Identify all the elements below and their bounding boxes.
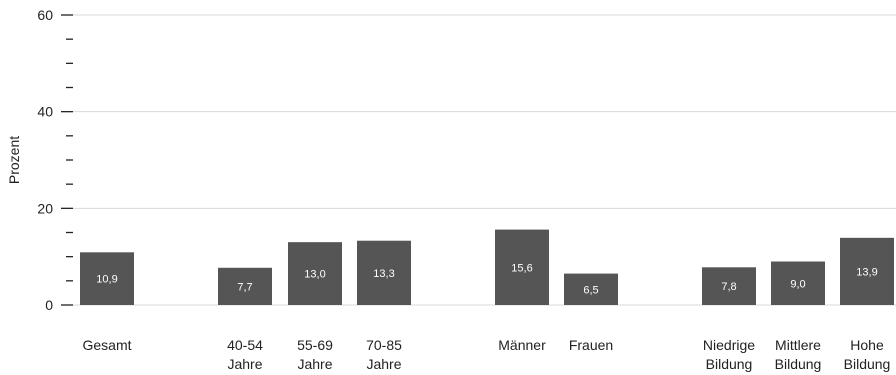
x-category-label: Frauen (569, 337, 613, 353)
gridlines (73, 14, 896, 306)
bar-value-label: 15,6 (511, 262, 532, 274)
y-tick-label: 40 (37, 104, 53, 120)
x-category-label: Gesamt (82, 337, 131, 353)
x-category-label: Jahre (366, 356, 401, 372)
bar-value-label: 9,0 (790, 278, 805, 290)
bar (357, 240, 411, 305)
y-tick-label: 60 (37, 7, 53, 23)
bar (288, 242, 342, 305)
x-category-label: Mittlere (775, 337, 821, 353)
x-category-label: 40-54 (227, 337, 263, 353)
x-category-label: 70-85 (366, 337, 402, 353)
x-category-label: Hohe (850, 337, 884, 353)
x-category-label: Bildung (844, 356, 891, 372)
bar-value-label: 13,0 (304, 269, 325, 281)
bar-value-label: 10,9 (96, 274, 117, 286)
x-category-label: Bildung (775, 356, 822, 372)
bar-value-label: 13,3 (373, 268, 394, 280)
bar-value-label: 6,5 (583, 284, 598, 296)
x-category-label: 55-69 (297, 337, 333, 353)
bar (702, 267, 756, 305)
bar (218, 267, 272, 305)
bars: 10,9 7,7 13,0 13,3 15,6 6,5 7,8 9,0 13,9 (80, 229, 894, 305)
bar (564, 273, 618, 305)
y-axis: 0 20 40 60 (37, 7, 73, 313)
x-category-label: Jahre (297, 356, 332, 372)
bar (840, 237, 894, 305)
bar-value-label: 13,9 (856, 266, 877, 278)
x-category-label: Männer (498, 337, 546, 353)
x-axis-labels: Gesamt 40-54 Jahre 55-69 Jahre 70-85 Jahre Männ… (82, 337, 890, 372)
x-category-label: Bildung (706, 356, 753, 372)
x-category-label: Niedrige (703, 337, 755, 353)
bar (495, 229, 549, 305)
y-tick-label: 0 (45, 297, 53, 313)
bar-value-label: 7,7 (237, 281, 252, 293)
y-axis-title: Prozent (6, 136, 22, 184)
bar (771, 261, 825, 305)
bar-value-label: 7,8 (721, 281, 736, 293)
y-tick-label: 20 (37, 200, 53, 216)
x-category-label: Jahre (227, 356, 262, 372)
bar (80, 252, 134, 305)
